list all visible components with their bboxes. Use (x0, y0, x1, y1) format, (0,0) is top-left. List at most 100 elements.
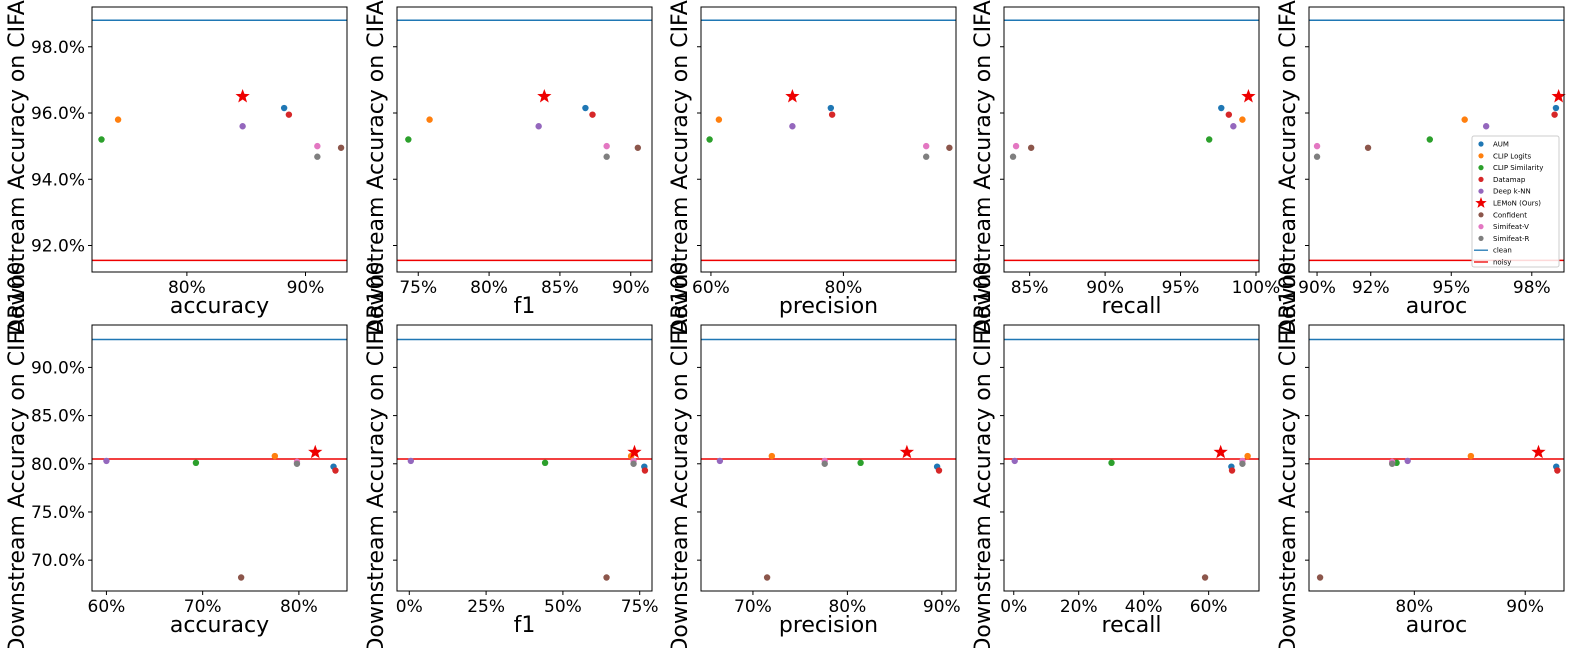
panel-r1-c3: 0% 20% 40% 60% recall Downstream Accuracy on … (971, 261, 1260, 648)
point-lemon-ours (1551, 88, 1566, 103)
y-tick-label: 85.0% (31, 407, 85, 427)
panel-r0-c2: 60% 80%precision Downstream Accuracy on CI… (668, 0, 957, 336)
x-axis-label: recall (1102, 294, 1162, 319)
y-axis-label: Downstream Accuracy on CIFAR100 (1276, 0, 1301, 336)
point-clip-similarity (857, 459, 864, 467)
x-tick-label: 90% (287, 278, 325, 298)
x-tick-label: 90% (1506, 597, 1544, 617)
y-tick-label: 96.0% (31, 104, 85, 124)
point-confident (634, 144, 642, 151)
point-simifeat-v (314, 142, 321, 150)
x-tick-label: 80% (470, 278, 508, 298)
point-confident (1201, 574, 1209, 581)
point-datamap (935, 467, 943, 474)
legend-label-simifeat-r: Simifeat-R (1493, 235, 1529, 243)
point-deep-k-nn (1404, 457, 1411, 465)
x-axis-label: recall (1102, 613, 1162, 638)
point-simifeat-r (293, 460, 301, 467)
x-tick-label: 80% (828, 597, 866, 617)
point-confident (946, 144, 953, 151)
point-simifeat-r (603, 153, 610, 160)
point-deep-k-nn (407, 457, 415, 465)
point-simifeat-r (630, 460, 637, 467)
x-axis-label: auroc (1406, 613, 1468, 638)
point-clip-logits (114, 116, 122, 123)
x-tick-label: 60% (88, 597, 126, 617)
legend-marker-aum (1478, 141, 1484, 147)
y-axis-label: Downstream Accuracy on CIFAR100 (668, 0, 693, 336)
x-tick-label: 80% (168, 278, 206, 298)
x-tick-label: 0% (1000, 597, 1027, 617)
point-deep-k-nn (1011, 457, 1018, 465)
point-clip-similarity (1206, 136, 1213, 143)
point-confident (603, 574, 610, 581)
x-tick-label: 85% (1011, 278, 1049, 298)
point-confident (237, 574, 245, 581)
y-tick-label: 80.0% (31, 455, 85, 475)
point-clip-similarity (1426, 136, 1433, 143)
x-axis-label: f1 (514, 613, 536, 638)
point-datamap (332, 467, 339, 474)
point-simifeat-r (1239, 460, 1246, 467)
axes-frame (700, 6, 957, 273)
x-tick-label: 80% (280, 597, 318, 617)
x-tick-label: 40% (1125, 597, 1163, 617)
y-axis-label: Downstream Accuracy on CIFAR100 (668, 261, 693, 648)
legend-label-simifeat-v: Simifeat-V (1493, 223, 1529, 231)
legend-label-confident: Confident (1493, 211, 1527, 219)
point-deep-k-nn (716, 457, 724, 465)
x-tick-label: 100% (1232, 278, 1281, 298)
legend-label-lemon-ours: LEMoN (Ours) (1493, 200, 1541, 208)
x-tick-label: 95% (1162, 278, 1200, 298)
axes-frame (1003, 6, 1260, 273)
point-clip-logits (271, 452, 279, 460)
y-axis-label: Downstream Accuracy on CIFAR100 (364, 261, 389, 648)
x-axis-label: accuracy (170, 294, 269, 319)
point-aum (1552, 104, 1560, 112)
x-axis-label: f1 (514, 294, 536, 319)
y-axis-label: Downstream Accuracy on CIFAR100 (971, 261, 996, 648)
point-lemon-ours (1531, 444, 1546, 459)
legend-marker-simifeat-v (1478, 224, 1484, 230)
point-aum (582, 104, 589, 112)
point-deep-k-nn (1482, 123, 1490, 130)
y-axis-label: Downstream Accuracy on CIFAR100 (1276, 261, 1301, 648)
point-simifeat-v (922, 142, 930, 150)
x-tick-label: 98% (1513, 278, 1551, 298)
point-simifeat-r (821, 460, 828, 467)
y-axis-label: Downstream Accuracy on CIFAR100 (5, 0, 30, 336)
legend-box (1471, 135, 1560, 268)
point-confident (1364, 144, 1372, 151)
x-tick-label: 60% (692, 278, 730, 298)
legend-label-clip-similarity: CLIP Similarity (1493, 164, 1543, 172)
y-tick-label: 70.0% (31, 551, 85, 571)
point-datamap (1551, 111, 1558, 118)
legend-label-clip-logits: CLIP Logits (1493, 152, 1531, 160)
y-tick-label: 94.0% (31, 170, 85, 190)
point-clip-similarity (541, 459, 549, 467)
legend-marker-datamap (1478, 176, 1484, 182)
y-axis-label: Downstream Accuracy on CIFAR100 (364, 0, 389, 336)
point-clip-similarity (405, 136, 412, 143)
point-datamap (641, 467, 649, 474)
point-datamap (1554, 467, 1561, 474)
point-deep-k-nn (535, 123, 542, 130)
legend-marker-confident (1478, 212, 1484, 218)
point-datamap (1225, 111, 1233, 118)
point-confident (337, 144, 345, 151)
y-tick-label: 90.0% (31, 358, 85, 378)
panel-r1-c4: 80% 90% auroc Downstream Accuracy on CIFAR1… (1276, 261, 1565, 648)
point-clip-logits (1239, 116, 1246, 123)
x-tick-label: 25% (467, 597, 505, 617)
panel-r1-c2: 70% 80% 90% precision Downstream Accuracy on… (668, 261, 961, 648)
point-simifeat-r (1009, 153, 1017, 160)
point-clip-logits (1461, 116, 1468, 123)
point-clip-similarity (192, 459, 200, 467)
x-tick-label: 80% (825, 278, 863, 298)
x-tick-label: 92% (1352, 278, 1390, 298)
axes-frame (1003, 324, 1260, 592)
x-tick-label: 85% (541, 278, 579, 298)
panel-r1-c0: 60% 70% 80% 70.0% 75.0% 80.0% 85.0% 90.0% accura… (5, 261, 348, 648)
x-axis-label: precision (779, 613, 878, 638)
